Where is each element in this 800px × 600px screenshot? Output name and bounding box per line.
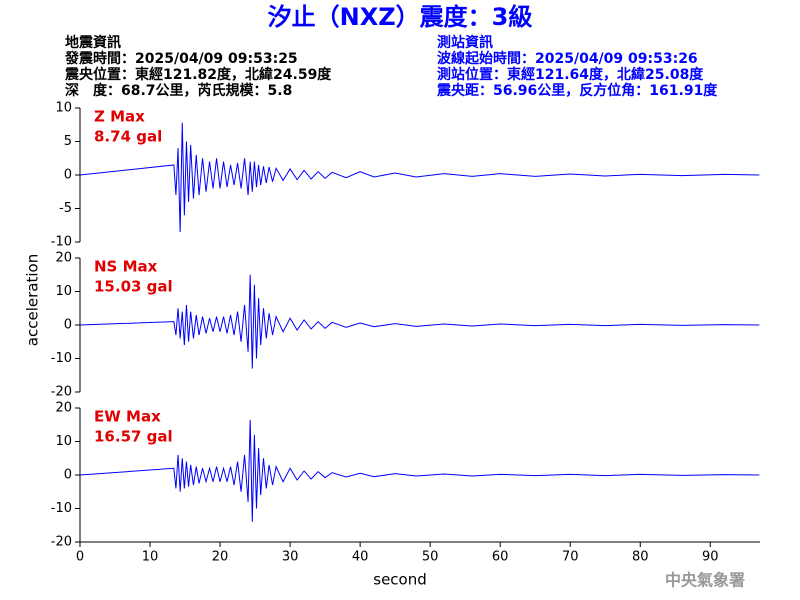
y-tick-label: -20 <box>51 535 72 550</box>
x-tick-label: 10 <box>142 550 159 565</box>
y-tick-label: 20 <box>55 251 72 266</box>
info-line: 測站位置：東經121.64度，北緯25.08度 <box>437 66 704 83</box>
chart-title: 汐止（NXZ）震度：3級 <box>268 3 533 31</box>
y-tick-label: 0 <box>64 318 72 333</box>
y-tick-label: -20 <box>51 385 72 400</box>
info-line: 波線起始時間：2025/04/09 09:53:26 <box>437 50 698 67</box>
annotation: 16.57 gal <box>94 428 173 446</box>
annotation: EW Max <box>94 408 161 426</box>
y-tick-label: -10 <box>51 351 72 366</box>
x-tick-label: 0 <box>76 550 84 565</box>
x-axis-label: second <box>373 571 427 589</box>
info-line: 震央位置：東經121.82度，北緯24.59度 <box>64 66 332 83</box>
x-tick-label: 80 <box>632 550 649 565</box>
x-tick-label: 40 <box>352 550 369 565</box>
annotation: NS Max <box>94 258 158 276</box>
x-tick-label: 30 <box>282 550 299 565</box>
annotation: 15.03 gal <box>94 278 173 296</box>
x-tick-label: 60 <box>492 550 509 565</box>
info-line: 發震時間：2025/04/09 09:53:25 <box>64 50 298 67</box>
waveform <box>79 274 760 369</box>
info-line: 測站資訊 <box>437 34 493 51</box>
waveform <box>79 419 760 522</box>
y-tick-label: 10 <box>55 434 72 449</box>
info-line: 地震資訊 <box>65 34 121 51</box>
y-tick-label: 0 <box>64 168 72 183</box>
y-tick-label: 5 <box>64 134 72 149</box>
y-axis-label: acceleration <box>24 254 42 346</box>
logo: 中央氣象署 <box>665 571 745 590</box>
x-tick-label: 50 <box>422 550 439 565</box>
y-tick-label: 0 <box>64 468 72 483</box>
info-line: 震央距：56.96公里，反方位角：161.91度 <box>436 82 718 99</box>
waveform <box>79 122 760 232</box>
y-tick-label: 20 <box>55 401 72 416</box>
x-tick-label: 20 <box>212 550 229 565</box>
x-tick-label: 90 <box>702 550 719 565</box>
annotation: 8.74 gal <box>94 128 162 146</box>
annotation: Z Max <box>94 108 145 126</box>
y-tick-label: -10 <box>51 501 72 516</box>
x-tick-label: 70 <box>562 550 579 565</box>
y-tick-label: 10 <box>55 284 72 299</box>
info-line: 深 度：68.7公里，芮氏規模：5.8 <box>65 82 292 99</box>
y-tick-label: 10 <box>55 101 72 116</box>
y-tick-label: -10 <box>51 235 72 250</box>
y-tick-label: -5 <box>59 201 72 216</box>
